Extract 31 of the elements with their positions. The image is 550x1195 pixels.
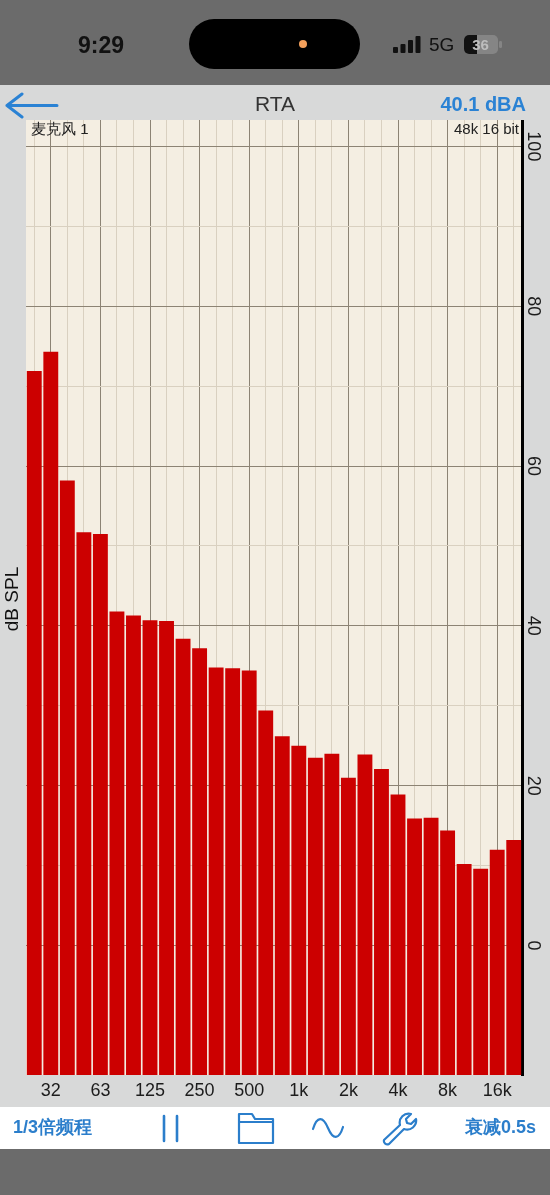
x-tick-label: 500 — [234, 1079, 265, 1100]
x-tick-label: 2k — [338, 1079, 359, 1100]
y-tick-label: 40 — [524, 615, 545, 636]
y-tick-label: 100 — [524, 131, 545, 162]
x-tick-label: 250 — [184, 1079, 215, 1100]
bar — [159, 621, 174, 1075]
text: 衰减0.5s — [463, 1116, 536, 1139]
chart-title: RTA — [253, 91, 297, 117]
bar — [142, 620, 158, 1075]
y-tick-label: 80 — [524, 296, 545, 317]
x-tick-label: 1k — [289, 1079, 310, 1100]
y-tick-label: 20 — [524, 775, 545, 796]
y-axis-title: dB SPL — [1, 565, 23, 634]
text: 1/3倍频程 — [13, 1116, 94, 1139]
text: 5G — [429, 33, 456, 57]
x-tick-label: 8k — [438, 1079, 459, 1100]
text: 40.1 dBA — [439, 92, 526, 117]
x-tick-label: 32 — [40, 1079, 61, 1100]
annotation: 48k 16 bit — [452, 120, 519, 138]
bar — [126, 615, 141, 1075]
x-tick-label: 125 — [134, 1079, 166, 1100]
x-tick-label: 63 — [90, 1079, 111, 1100]
text: 9:29 — [76, 31, 125, 59]
bar — [390, 794, 406, 1075]
y-tick-label: 60 — [524, 456, 545, 477]
x-tick-label: 4k — [388, 1079, 409, 1100]
bar — [374, 768, 389, 1075]
bar — [407, 818, 422, 1075]
y-tick-label: 0 — [524, 940, 545, 951]
x-tick-label: 16k — [482, 1079, 513, 1100]
annotation: 麦克风 1 — [31, 120, 90, 138]
